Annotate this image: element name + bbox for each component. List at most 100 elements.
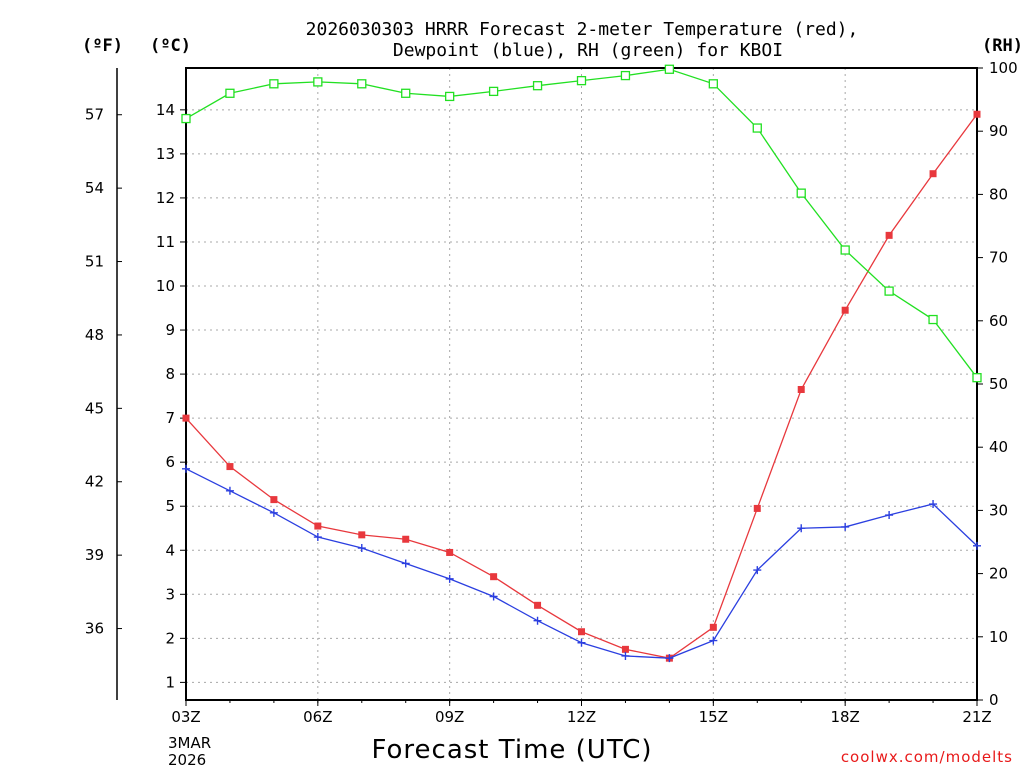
celsius-tick-label: 3 [165,585,175,603]
temperature-point [841,306,849,314]
temperature-point [314,522,322,530]
celsius-tick-label: 14 [156,101,175,119]
fahrenheit-tick-label: 45 [85,399,104,417]
celsius-tick-label: 9 [165,321,175,339]
dewpoint-point [753,566,762,575]
dewpoint-point [225,486,234,495]
temperature-point [358,531,366,539]
temperature-point [709,623,717,631]
rh-tick-label: 90 [989,122,1008,140]
temperature-point [226,463,234,471]
dewpoint-point [357,544,366,553]
x-axis-title: Forecast Time (UTC) [371,735,652,765]
tick-labels: 03Z 06Z 09Z 12Z 15Z 18Z 21Z1234567891011121314… [85,59,1018,726]
x-tick-label: 12Z [567,708,596,726]
rh-tick-label: 100 [989,59,1018,77]
rh-point [840,245,850,255]
temperature-point [621,645,629,653]
rh-point [928,314,938,325]
temperature-point [797,386,805,394]
fahrenheit-tick-label: 57 [85,106,104,124]
dewpoint-point [885,511,894,520]
rh-point [313,77,323,87]
fahrenheit-tick-label: 36 [85,620,104,638]
fahrenheit-tick-label: 54 [85,179,104,197]
gridlines [186,68,977,700]
celsius-tick-label: 6 [165,453,175,471]
rh-tick-label: 80 [989,185,1008,203]
temperature-point [402,535,410,543]
dewpoint-point [709,636,718,645]
celsius-tick-label: 13 [156,145,175,163]
celsius-tick-label: 1 [165,673,175,691]
celsius-unit-label: (ºC) [150,36,191,56]
x-tick-label: 18Z [830,708,859,726]
dewpoint-point [929,500,938,509]
celsius-tick-label: 2 [165,629,175,647]
fahrenheit-unit-label: (ºF) [82,36,123,56]
celsius-tick-label: 12 [156,189,175,207]
dewpoint-point [533,616,542,625]
rh-point [708,79,718,89]
x-tick-label: 06Z [303,708,332,726]
dewpoint-point [401,559,410,568]
fahrenheit-tick-label: 42 [85,473,104,491]
temperature-point [446,548,454,556]
temperature-point [753,504,761,512]
rh-point [357,79,367,89]
dewpoint-point [445,574,454,583]
plot-frame [185,67,978,701]
dewpoint-point [182,464,190,473]
rh-point [752,123,762,133]
temperature-point [490,573,498,581]
date-label-month: 3MAR [168,734,211,752]
date-label-year: 2026 [168,751,206,768]
x-tick-label: 09Z [435,708,464,726]
fahrenheit-tick-label: 51 [85,253,104,271]
rh-line [185,68,978,379]
temperature-point [534,601,542,609]
celsius-tick-label: 5 [165,497,175,515]
dewpoint-point [621,651,630,660]
dewpoint-point [665,654,674,663]
chart-title-line-1: 2026030303 HRRR Forecast 2-meter Tempera… [306,19,859,40]
rh-point [796,188,806,198]
chart-title-line-2: Dewpoint (blue), RH (green) for KBOI [393,40,783,61]
dewpoint-point [797,524,806,533]
rh-point [445,91,455,102]
rh-tick-label: 50 [989,375,1008,393]
celsius-tick-label: 7 [165,409,175,427]
credit-link[interactable]: coolwx.com/modelts [841,748,1013,766]
rh-point [269,79,279,89]
fahrenheit-tick-label: 48 [85,326,104,344]
fahrenheit-tick-label: 39 [85,546,104,564]
rh-point [181,113,191,124]
axes [116,67,983,706]
rh-point [532,81,543,91]
rh-point [401,88,411,98]
temperature-point [578,628,585,636]
temperature-point [270,496,278,504]
rh-tick-label: 70 [989,249,1008,267]
rh-point [620,70,631,81]
rh-point [972,373,982,383]
temperature-point [973,110,981,118]
rh-tick-label: 10 [989,628,1008,646]
temperature-point [182,414,190,422]
rh-point [884,286,894,296]
celsius-tick-label: 11 [156,233,175,251]
rh-unit-label: (RH) [982,36,1023,56]
x-tick-label: 03Z [171,708,200,726]
rh-tick-label: 30 [989,501,1008,519]
dewpoint-point [269,508,278,517]
rh-tick-label: 20 [989,565,1008,583]
rh-point [488,86,499,97]
dewpoint-point [489,592,498,601]
x-tick-label: 21Z [962,708,991,726]
rh-point [664,64,675,74]
temperature-point [929,170,937,178]
celsius-tick-label: 8 [165,365,175,383]
rh-point [225,88,235,98]
data-series [181,64,982,663]
